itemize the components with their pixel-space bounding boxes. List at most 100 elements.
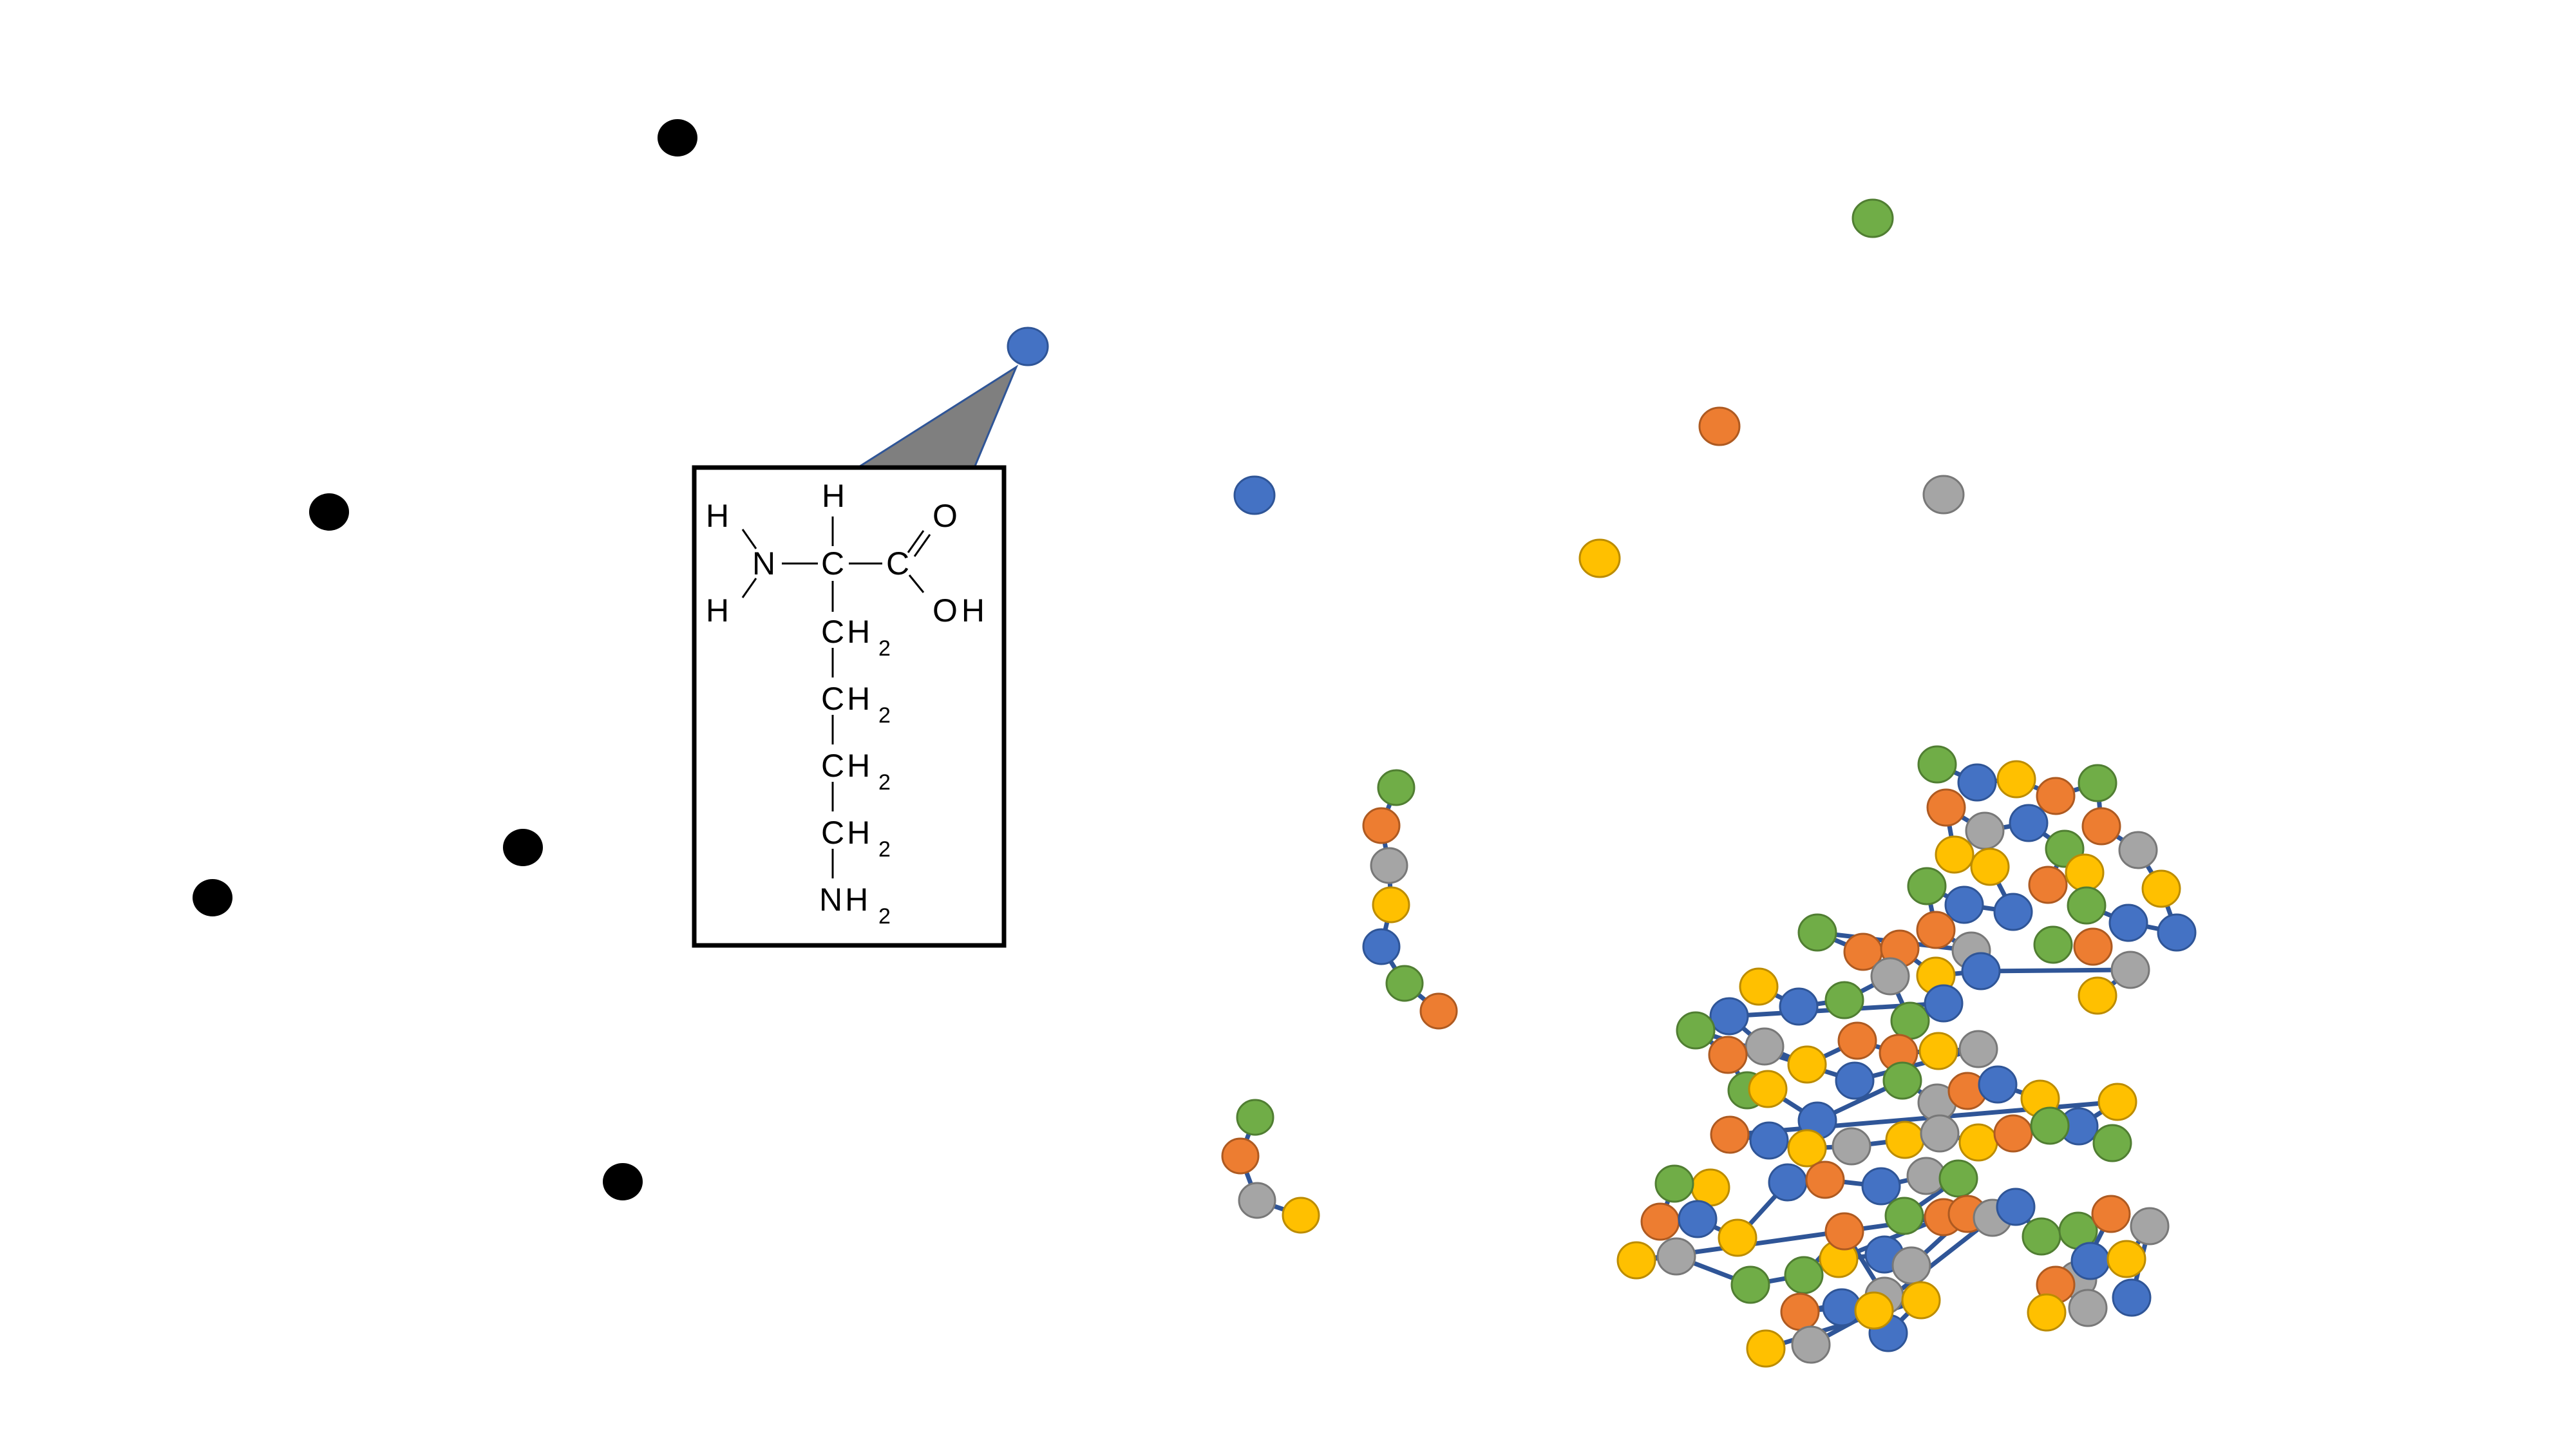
cluster-monomer-yellow [1885,1121,1925,1159]
free-monomer-blue [1233,475,1276,515]
chain-monomer-orange [1419,992,1458,1030]
cluster-monomer-yellow [1854,1291,1894,1330]
cluster-monomer-yellow [1787,1129,1827,1168]
cluster-monomer-green [1938,1159,1978,1198]
cluster-monomer-gray [2110,951,2150,989]
cluster-monomer-yellow [1718,1218,1757,1257]
cluster-monomer-yellow [1996,760,2036,799]
cluster-monomer-blue [1993,893,2033,931]
cluster-monomer-gray [2118,831,2158,869]
highlighted-monomer [1007,327,1049,366]
black-monomer [658,119,697,156]
atom-ch2-1-subscript: 2 [878,636,891,661]
atom-ch2-2: CH [821,681,873,717]
cluster-monomer-gray [2068,1289,2108,1327]
cluster-monomer-green [1907,867,1947,905]
cluster-monomer-orange [1824,1212,1864,1251]
structure-callout: H H H N C C O OH CH 2 CH 2 CH 2 CH 2 NH … [692,365,1019,948]
chain-monomer-blue [1362,928,1401,965]
atom-ch2-3: CH [821,748,873,784]
cluster-monomer-gray [2130,1207,2170,1245]
cluster-monomer-blue [1961,952,2001,990]
atom-h-left-bottom: H [706,592,729,629]
cluster-monomer-gray [1745,1027,1785,1066]
cluster-monomer-blue [2009,804,2049,842]
atom-ch2-3-subscript: 2 [878,770,891,795]
cluster-monomer-orange [1708,1036,1748,1074]
cluster-monomer-yellow [2065,853,2105,892]
cluster-monomer-yellow [1616,1241,1656,1280]
cluster-monomer-orange [1640,1202,1680,1241]
atom-nh2-terminal: NH [819,882,871,918]
cluster-monomer-gray [1965,811,2005,850]
cluster-monomer-blue [1978,1065,2018,1104]
structure-box [692,465,1007,948]
chain-monomer-green [1236,1099,1274,1136]
cluster-monomer-green [1824,981,1864,1019]
cluster-monomer-yellow [1787,1045,1827,1084]
cluster-monomer-yellow [2107,1240,2146,1278]
cluster-monomer-gray [1920,1114,1960,1153]
chain-monomer-green [1385,965,1424,1002]
cluster-monomer-blue [2108,904,2148,942]
atom-ch2-1: CH [821,614,873,650]
cluster-monomer-orange [1837,1021,1877,1060]
chain-monomer-gray [1238,1182,1276,1219]
free-monomer-gray [1922,475,1965,515]
cluster-monomer-blue [1835,1061,1875,1100]
cluster-monomer-yellow [1970,848,2010,886]
cluster-monomer-yellow [1918,1032,1958,1070]
black-monomer [603,1163,643,1200]
cluster-monomer-yellow [1935,835,1975,874]
short-chain-seven [1362,769,1458,1030]
cluster-monomer-green [1654,1164,1694,1203]
atom-h-left-top: H [706,498,729,534]
cluster-monomers [1616,745,2197,1368]
atom-c-alpha: C [821,545,844,582]
cluster-monomer-orange [1805,1160,1845,1199]
black-monomer [193,879,232,916]
cluster-monomer-gray [1870,957,1910,996]
chain-backbone [1238,1116,1302,1218]
atom-ch2-4: CH [821,815,873,851]
cluster-monomer-blue [1768,1163,1808,1202]
atom-n-amino: N [752,545,775,582]
cluster-monomer-yellow [2141,869,2181,908]
atom-o-double: O [933,498,958,534]
cluster-monomer-orange [1916,911,1956,949]
atom-ch2-4-subscript: 2 [878,837,891,862]
cluster-monomer-orange [2081,807,2121,846]
cluster-monomer-yellow [1958,1123,1998,1162]
cluster-monomer-yellow [1748,1070,1788,1108]
chain-monomer-yellow [1372,886,1410,923]
chain-monomer-gray [1370,847,1408,884]
cluster-monomer-yellow [2098,1083,2137,1121]
cluster-monomer-yellow [2027,1293,2067,1332]
atom-h-top: H [822,478,845,514]
atom-oh: OH [933,592,989,629]
folded-protein-cluster [1616,745,2197,1368]
chain-monomer-orange [1221,1137,1260,1175]
cluster-monomer-yellow [2078,976,2117,1015]
cluster-monomer-orange [2036,777,2076,815]
cluster-monomer-blue [1996,1188,2036,1226]
cluster-monomer-green [1676,1011,1716,1050]
chain-monomer-orange [1362,807,1401,844]
cluster-monomer-gray [1891,1246,1931,1285]
cluster-monomer-orange [1780,1293,1820,1331]
cluster-monomer-blue [1678,1200,1718,1238]
cluster-monomer-orange [1993,1114,2033,1153]
cluster-monomer-blue [2070,1242,2110,1280]
atom-nh2-subscript: 2 [878,904,891,929]
black-monomers [193,119,697,1200]
cluster-monomer-green [1730,1265,1770,1304]
short-chain-four [1221,1099,1320,1234]
cluster-monomer-green [2022,1217,2061,1256]
black-monomer [503,829,543,866]
cluster-monomer-gray [1832,1127,1871,1166]
cluster-monomer-green [1784,1256,1824,1294]
cluster-monomer-gray [1791,1325,1831,1364]
cluster-monomer-blue [1749,1121,1789,1160]
cluster-monomer-green [2092,1124,2132,1162]
cluster-monomer-orange [1710,1115,1750,1154]
